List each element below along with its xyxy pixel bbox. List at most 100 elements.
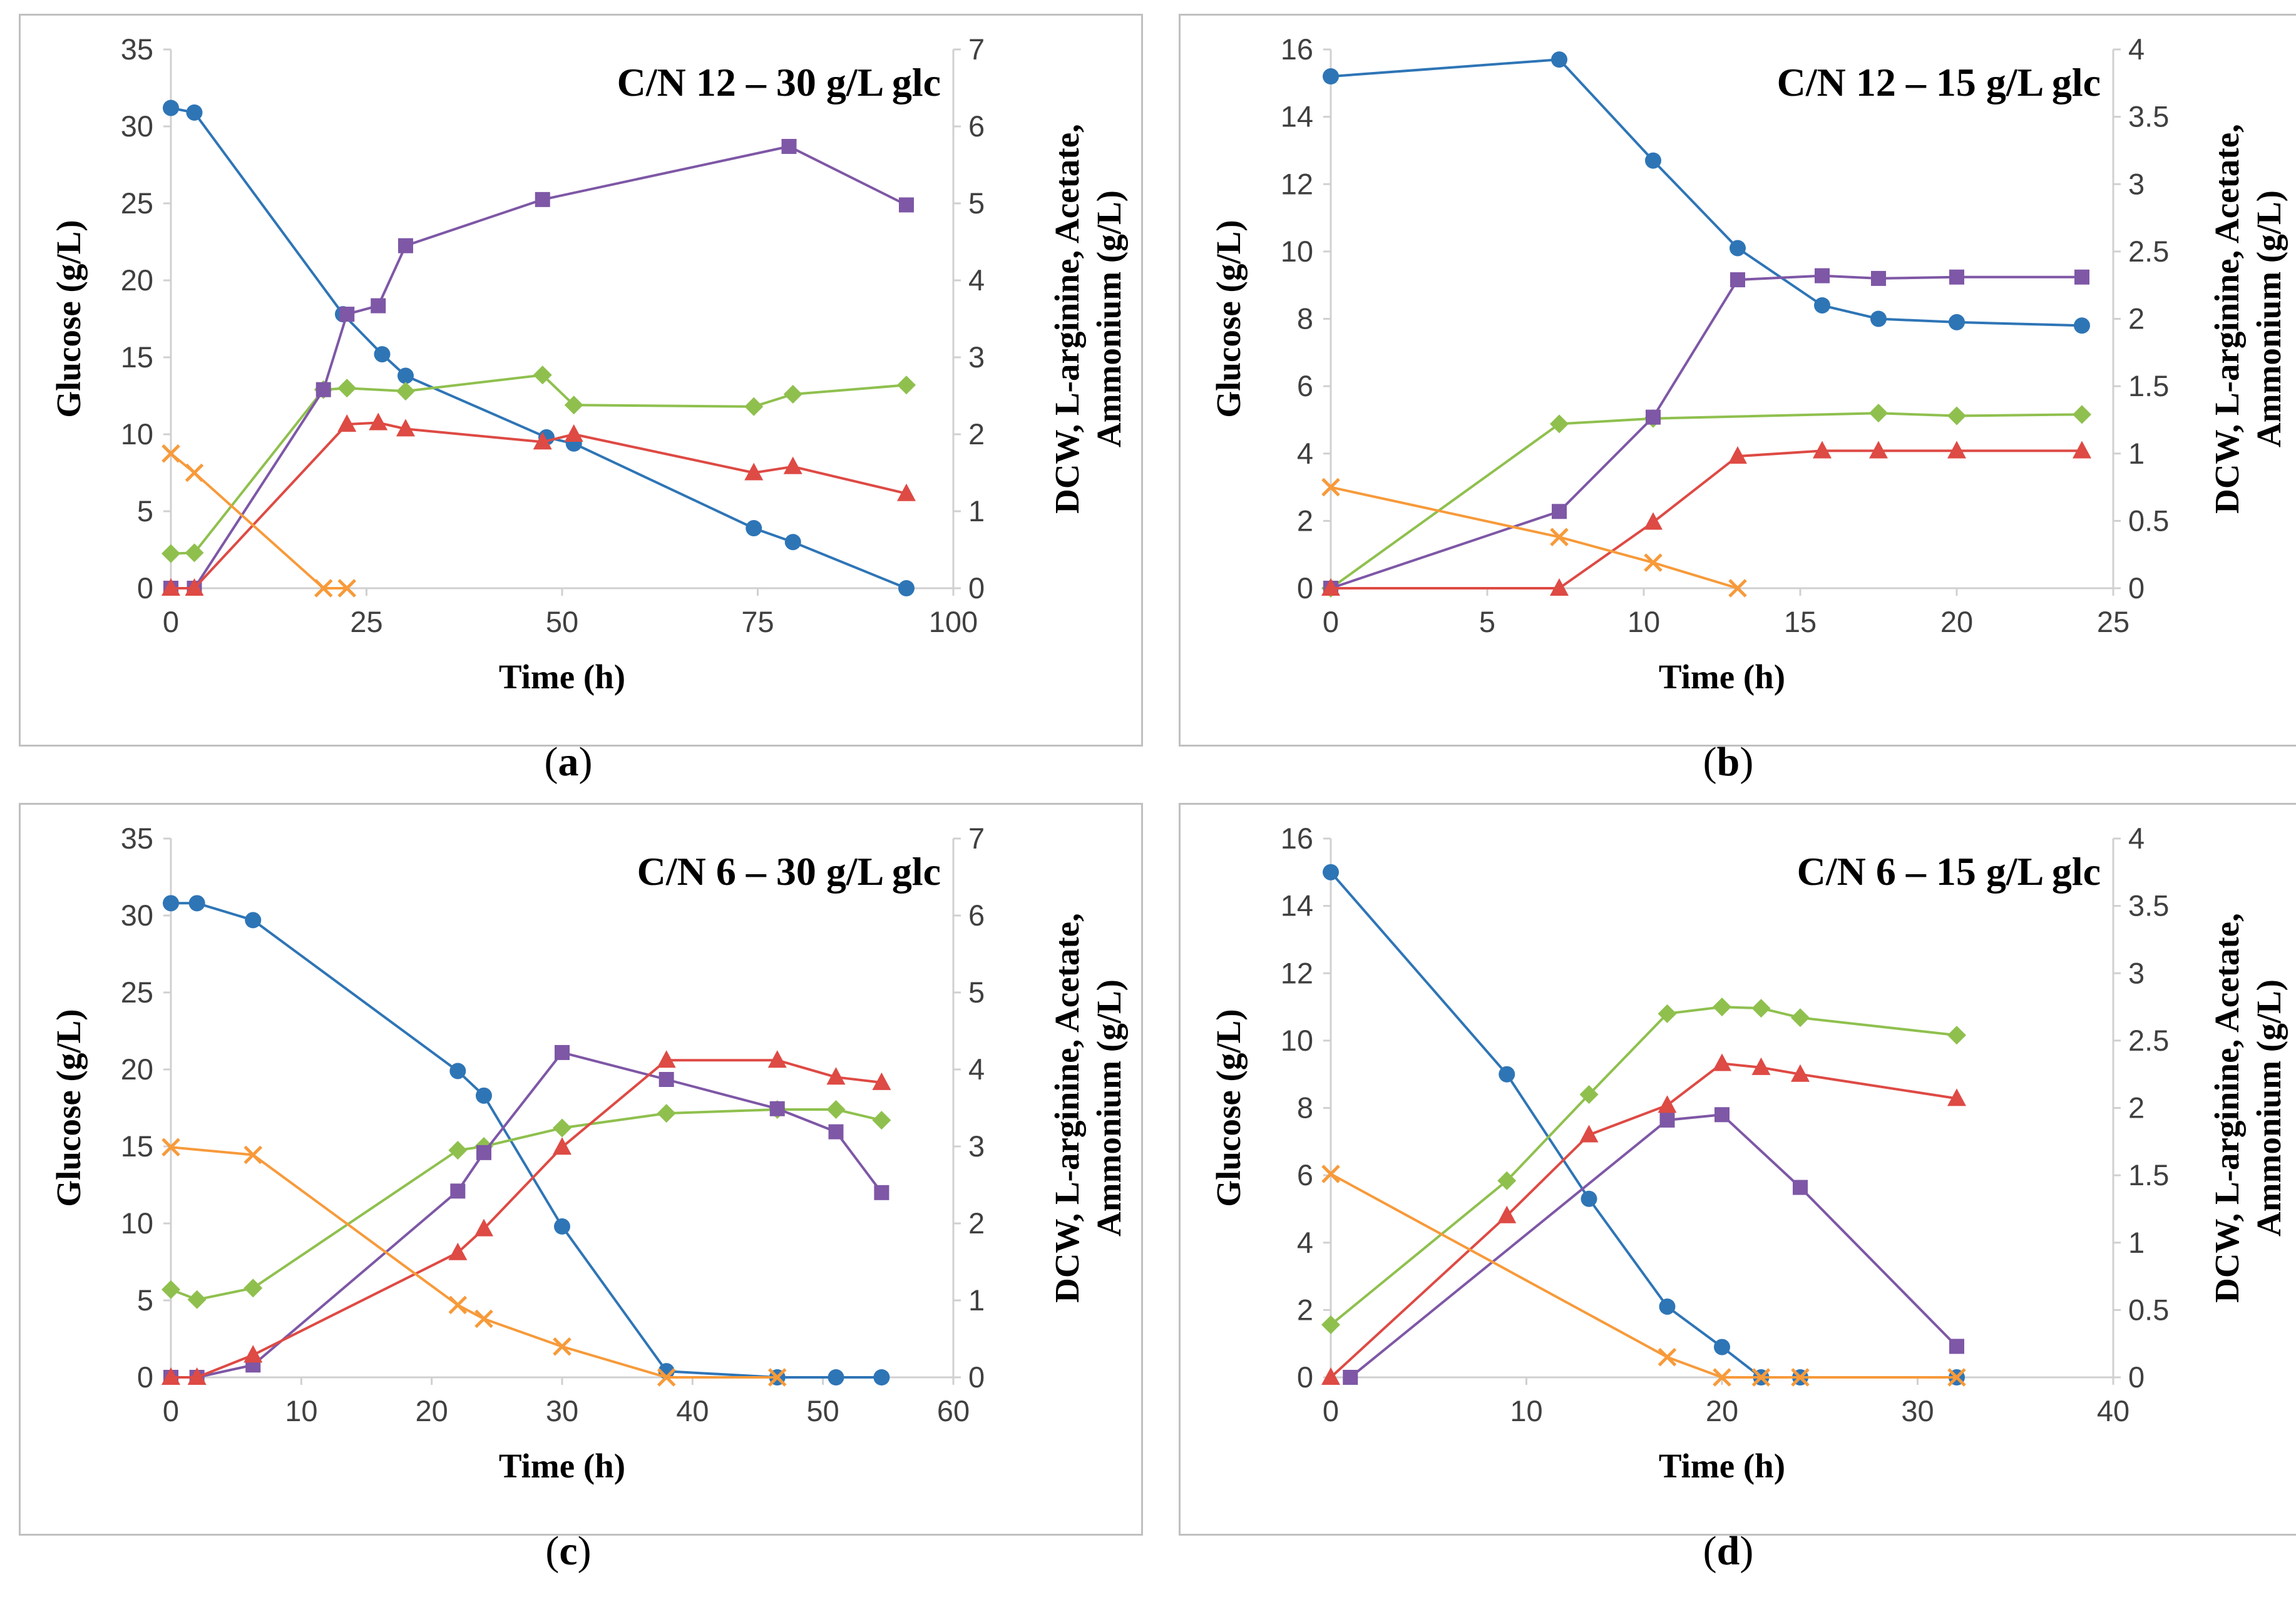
l-arginine-point [769, 1101, 785, 1116]
ammonium-line [170, 1146, 777, 1379]
dcw-point [1497, 1171, 1517, 1190]
ammonium-line [1330, 486, 1738, 589]
y2-tick-label: 5 [968, 186, 985, 220]
acetate-point [1497, 1205, 1517, 1223]
x-tick-label: 40 [676, 1394, 709, 1427]
acetate-point [872, 1072, 891, 1090]
caption-d-label: d [1716, 1528, 1740, 1574]
acetate-point [826, 1067, 846, 1085]
acetate-point [1713, 1053, 1731, 1071]
chart-title: C/N 12 – 15 g/L glc [1777, 60, 2101, 105]
glucose-point [1814, 297, 1830, 314]
y2-axis-title-line2: Ammonium (g/L) [1090, 190, 1128, 447]
dcw-line [170, 374, 907, 555]
y-tick-label: 15 [121, 1130, 153, 1163]
acetate-point [657, 1050, 676, 1068]
y-tick-label: 10 [121, 1207, 153, 1240]
dcw-point [897, 375, 916, 395]
x-tick-label: 15 [1784, 605, 1817, 638]
y-tick-label: 10 [1281, 235, 1313, 268]
l-arginine-point [398, 238, 413, 253]
y2-tick-label: 3 [2128, 956, 2145, 989]
y2-axis-title-line2: Ammonium (g/L) [2250, 190, 2288, 447]
chart-panel-a: 0 25 50 75 100 0 5 10 15 20 25 30 35 0 1 2 3 4 5 6 7 Time (h)… [19, 14, 1143, 747]
y2-tick-label: 1 [2128, 437, 2145, 470]
acetate-line [1331, 449, 2082, 589]
acetate-point [2073, 441, 2091, 459]
y-tick-label: 8 [1297, 302, 1313, 335]
dcw-point [187, 1290, 207, 1309]
y-tick-label: 16 [1281, 822, 1313, 855]
glucose-point [1730, 240, 1746, 257]
glucose-point [374, 346, 391, 363]
l-arginine-point [555, 1044, 570, 1060]
caption-c: (c) [545, 1528, 592, 1574]
y2-tick-label: 3 [2128, 167, 2145, 200]
l-arginine-point [781, 138, 797, 154]
acetate-point [396, 419, 415, 437]
glucose-point [245, 912, 262, 929]
x-tick-label: 25 [2097, 605, 2129, 638]
y2-tick-label: 2 [2128, 1091, 2145, 1125]
y-tick-label: 0 [137, 571, 153, 605]
y-tick-label: 14 [1281, 889, 1313, 922]
acetate-point [1728, 446, 1747, 464]
l-arginine-point [315, 382, 331, 397]
dcw-point [1947, 1026, 1966, 1045]
dcw-point [1713, 997, 1731, 1017]
glucose-point [746, 520, 762, 537]
y2-tick-label: 0 [968, 571, 985, 605]
x-tick-label: 50 [546, 605, 578, 638]
glucose-point [1323, 68, 1339, 85]
y-tick-label: 4 [1297, 1226, 1313, 1259]
l-arginine-point [1730, 272, 1745, 288]
dcw-point [744, 397, 764, 416]
dcw-point [1658, 1004, 1677, 1023]
caption-a-label: a [558, 739, 579, 785]
glucose-point [1323, 864, 1339, 880]
x-tick-label: 20 [1940, 605, 1973, 638]
y-tick-label: 8 [1297, 1091, 1313, 1125]
y2-tick-label: 0.5 [2128, 504, 2169, 537]
acetate-point [783, 456, 802, 474]
dcw-point [1869, 404, 1888, 423]
l-arginine-point [1646, 409, 1661, 425]
y2-tick-label: 4 [968, 263, 985, 297]
y2-tick-label: 3 [968, 340, 985, 374]
x-axis-title: Time (h) [1659, 658, 1785, 696]
l-arginine-line [171, 1051, 883, 1379]
acetate-line [171, 1059, 882, 1379]
y2-axis-title-line1: DCW, L-arginine, Acetate, [2208, 913, 2246, 1303]
chart-panel-c: 0 10 20 30 40 50 60 0 5 10 15 20 25 30 35 0 1 2 3 4 5 6 7 Time … [19, 803, 1143, 1536]
ammonium-point [1947, 1368, 1966, 1387]
chart-title: C/N 6 – 15 g/L glc [1797, 849, 2101, 894]
y-tick-label: 20 [121, 263, 153, 297]
caption-a: (a) [544, 739, 593, 785]
acetate-point [1644, 512, 1663, 530]
y-tick-label: 20 [121, 1053, 153, 1086]
glucose-point [1581, 1190, 1597, 1207]
ammonium-line [1330, 1173, 1957, 1379]
l-arginine-point [1949, 269, 1964, 285]
chart-d: 0 10 20 30 40024681012141600.511.522.533.54T… [1209, 822, 2288, 1485]
glucose-point [163, 895, 179, 912]
acetate-point [369, 412, 388, 431]
acetate-point [1550, 578, 1569, 596]
l-arginine-point [339, 307, 355, 322]
glucose-point [1949, 314, 1965, 330]
chart-c: 0 10 20 30 40 50 600510152025303501234567Time … [49, 822, 1128, 1485]
ammonium-point [1713, 1368, 1731, 1387]
y2-tick-label: 2 [968, 1207, 985, 1240]
y-tick-label: 4 [1297, 437, 1313, 470]
l-arginine-line [1330, 274, 2082, 589]
x-tick-label: 40 [2097, 1394, 2129, 1427]
x-tick-label: 30 [546, 1394, 578, 1427]
y-tick-label: 35 [121, 33, 153, 66]
y-tick-label: 6 [1297, 369, 1313, 402]
x-tick-label: 100 [929, 605, 978, 638]
glucose-line [170, 106, 907, 589]
y-tick-label: 30 [121, 110, 153, 143]
dcw-line [1330, 1006, 1957, 1326]
y2-tick-label: 1 [968, 494, 985, 528]
l-arginine-point [828, 1124, 844, 1140]
